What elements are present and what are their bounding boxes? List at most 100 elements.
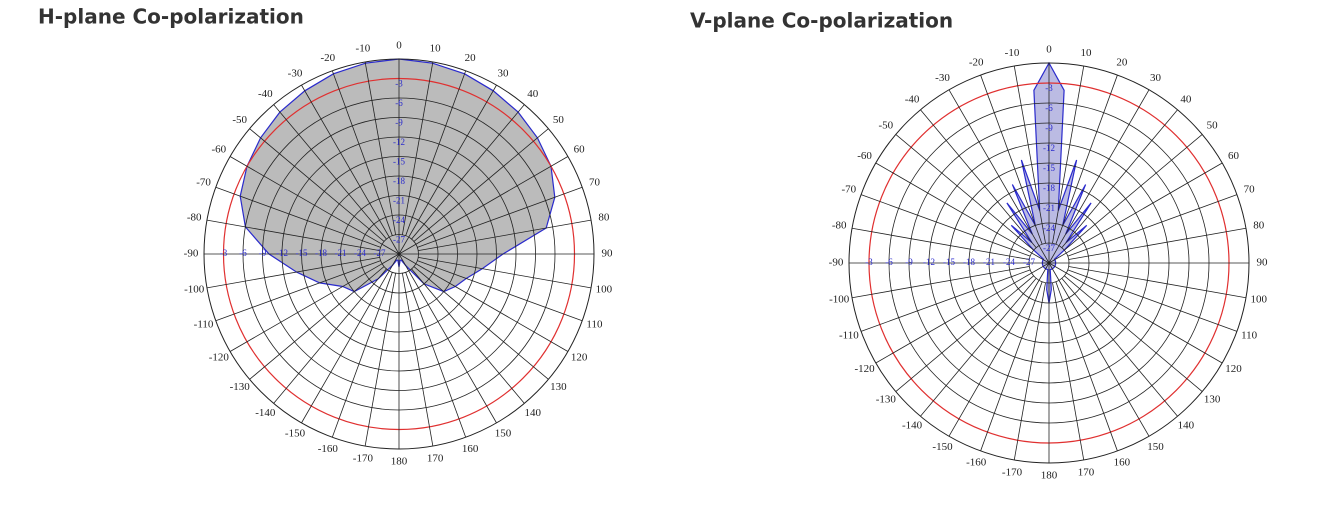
radial-label: -21: [983, 257, 995, 267]
angle-label: -60: [857, 150, 872, 162]
angle-label: 40: [527, 88, 539, 100]
angle-label: -70: [196, 176, 211, 188]
angle-label: 50: [1207, 120, 1219, 132]
grid-spoke: [1067, 194, 1238, 257]
radial-label: -18: [315, 248, 327, 258]
grid-spoke: [417, 260, 583, 322]
angle-label: 180: [391, 456, 408, 468]
angle-label: 170: [427, 452, 444, 464]
radial-label: -12: [393, 137, 405, 147]
grid-spoke: [418, 219, 592, 252]
angle-label: 60: [1228, 150, 1240, 162]
grid-spoke: [301, 84, 400, 255]
angle-label: 40: [1180, 93, 1192, 105]
grid-spoke: [895, 134, 1034, 251]
angle-label: 10: [430, 43, 442, 55]
grid-spoke: [398, 156, 569, 255]
grid-spoke: [418, 256, 592, 289]
angle-label: 160: [462, 443, 479, 455]
grid-spoke: [301, 253, 400, 424]
grid-spoke: [331, 272, 393, 438]
grid-spoke: [1048, 89, 1150, 264]
radial-label: -15: [943, 257, 955, 267]
radial-label: -3: [1045, 83, 1053, 93]
angle-label: 0: [396, 40, 402, 52]
angle-label: -150: [285, 428, 306, 440]
angle-label: -50: [232, 114, 247, 126]
grid-spoke: [398, 84, 497, 255]
grid-spoke: [1048, 162, 1223, 264]
angle-label: 80: [1253, 220, 1265, 232]
grid-spoke: [1061, 278, 1178, 417]
grid-spoke: [875, 162, 1050, 264]
radial-label: -24: [1043, 223, 1055, 233]
grid-spoke: [411, 104, 525, 240]
angle-label: 180: [1041, 470, 1058, 482]
grid-spoke: [401, 61, 434, 235]
chart-title: V-plane Co-polarization: [690, 9, 953, 33]
angle-label: 70: [589, 176, 601, 188]
grid-spoke: [1067, 269, 1238, 332]
angle-label: 130: [550, 381, 567, 393]
grid-spoke: [417, 186, 583, 248]
grid-spoke: [1052, 282, 1085, 461]
grid-spoke: [875, 262, 1050, 364]
grid-spoke: [851, 227, 1030, 260]
grid-spoke: [215, 186, 381, 248]
grid-spoke: [273, 104, 387, 240]
grid-spoke: [1055, 74, 1118, 245]
grid-spoke: [229, 253, 400, 352]
angle-label: 150: [495, 428, 512, 440]
angle-label: 110: [586, 319, 603, 331]
angle-label: 100: [596, 284, 613, 296]
angle-label: 140: [524, 407, 541, 419]
grid-spoke: [1013, 282, 1046, 461]
radial-label: -6: [395, 98, 403, 108]
angle-label: 130: [1204, 393, 1221, 405]
grid-spoke: [413, 128, 549, 242]
angle-label: 150: [1147, 441, 1164, 453]
grid-spoke: [398, 253, 569, 352]
grid-spoke: [1068, 266, 1247, 299]
grid-spoke: [405, 272, 467, 438]
grid-spoke: [273, 268, 387, 404]
angle-label: -170: [353, 452, 374, 464]
angle-label: 90: [602, 248, 614, 260]
angle-label: -140: [255, 407, 276, 419]
grid-spoke: [249, 266, 385, 380]
radial-label: -3: [395, 79, 403, 89]
angle-label: 110: [1241, 329, 1258, 341]
angle-label: 120: [1225, 363, 1242, 375]
angle-label: 100: [1251, 294, 1268, 306]
angle-label: -130: [230, 381, 251, 393]
angle-label: 90: [1257, 257, 1269, 269]
angle-label: -10: [356, 43, 371, 55]
angle-label: 140: [1178, 420, 1195, 432]
grid-spoke: [405, 70, 467, 236]
radial-label: -27: [1023, 257, 1035, 267]
grid-spoke: [364, 61, 397, 235]
angle-label: -20: [321, 52, 336, 64]
radial-label: -15: [393, 157, 405, 167]
angle-label: 10: [1080, 47, 1092, 59]
grid-spoke: [860, 269, 1031, 332]
radial-label: -12: [276, 248, 288, 258]
polar-chart: -170-160-150-140-130-120-110-100-90-80-7…: [829, 44, 1268, 482]
grid-spoke: [331, 70, 393, 236]
angle-label: 20: [465, 52, 477, 64]
angle-label: -70: [842, 184, 857, 196]
angle-label: 120: [571, 352, 588, 364]
angle-label: -40: [905, 93, 920, 105]
angle-label: -50: [878, 120, 893, 132]
angle-label: -30: [935, 72, 950, 84]
angle-label: -20: [969, 56, 984, 68]
grid-spoke: [206, 256, 380, 289]
grid-spoke: [1013, 65, 1046, 244]
radial-label: -6: [239, 248, 247, 258]
chart-title: H-plane Co-polarization: [38, 5, 304, 29]
angle-label: -10: [1005, 47, 1020, 59]
radial-label: -6: [885, 257, 893, 267]
grid-spoke: [1061, 109, 1178, 248]
radial-label: -12: [923, 257, 935, 267]
angle-label: -110: [839, 329, 859, 341]
